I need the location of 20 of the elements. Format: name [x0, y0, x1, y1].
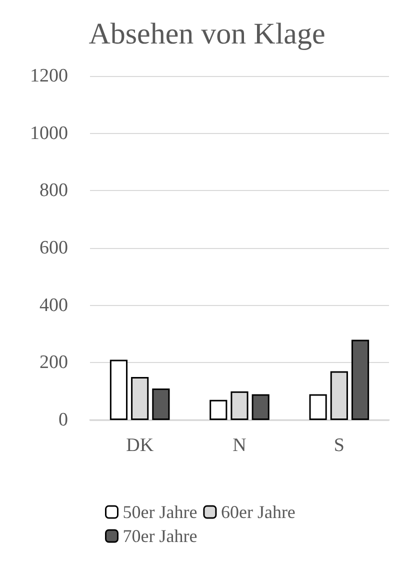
x-tick-label: DK: [126, 435, 154, 456]
bar: [309, 394, 327, 420]
x-tick-label: S: [334, 435, 344, 456]
bar: [152, 388, 170, 420]
x-tick-label: N: [232, 435, 247, 456]
chart-title: Absehen von Klage: [88, 18, 326, 50]
bar: [252, 394, 270, 420]
y-tick-label: 400: [40, 294, 68, 316]
y-tick-label: 600: [40, 238, 68, 258]
y-tick-label: 800: [40, 180, 68, 202]
bar: [351, 340, 370, 420]
y-tick-label: 0: [58, 410, 68, 430]
bar: [110, 360, 128, 420]
legend-label: 60er Jahre: [220, 502, 296, 522]
y-tick-label: 200: [40, 352, 68, 374]
legend-label: 70er Jahre: [122, 526, 198, 546]
y-tick-label: 1200: [30, 66, 68, 86]
legend-label: 50er Jahre: [122, 502, 198, 522]
y-tick-label: 1000: [30, 122, 68, 144]
bar: [210, 400, 228, 420]
